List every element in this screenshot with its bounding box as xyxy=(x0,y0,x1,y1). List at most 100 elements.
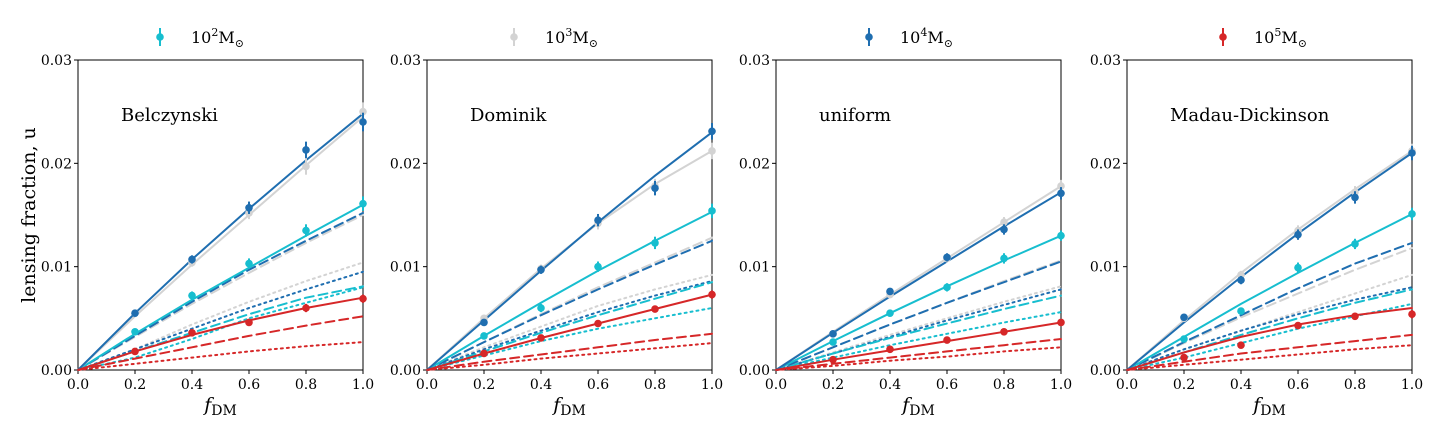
x-axis-title-sub: DM xyxy=(909,403,935,419)
data-point-1e4 xyxy=(1294,230,1302,239)
data-point-1e2 xyxy=(1180,335,1188,343)
x-tick-label: 0.0 xyxy=(416,377,438,393)
y-tick-label: 0.03 xyxy=(390,53,421,69)
y-tick-label: 0.02 xyxy=(1090,156,1121,172)
dashed-curve-1e5 xyxy=(1126,333,1413,371)
x-axis-title-main: f xyxy=(900,394,912,416)
x-tick-label: 1.0 xyxy=(1401,377,1423,393)
y-tick-label: 0.01 xyxy=(739,260,770,276)
x-axis-title-main: f xyxy=(202,394,214,416)
solid-curve-1e5 xyxy=(1126,307,1413,371)
solid-curve-1e2 xyxy=(77,203,364,371)
x-axis-title-sub: DM xyxy=(1260,403,1286,419)
data-point-1e5 xyxy=(943,336,951,344)
x-tick-label: 0.4 xyxy=(181,377,203,393)
y-tick-label: 0.03 xyxy=(1090,53,1121,69)
panel-1: 0.0 0.2 0.4 0.6 0.8 1.0 0.00 0.01 0.02 0.03 fDM Bel… xyxy=(41,53,374,419)
legend-unit: M xyxy=(1281,28,1297,47)
data-point-1e5 xyxy=(1408,310,1416,319)
data-point-1e5 xyxy=(245,318,253,327)
legend: 102M⊙ 103M⊙ 104M⊙ 105M⊙ xyxy=(156,26,1307,50)
dashed-curve-1e4 xyxy=(775,260,1062,371)
x-tick-label: 0.2 xyxy=(124,377,146,393)
legend-marker xyxy=(1219,33,1227,41)
data-point-1e5 xyxy=(188,329,196,337)
data-point-1e2 xyxy=(594,262,602,271)
data-point-1e4 xyxy=(359,118,367,126)
dotted-curve-1e2 xyxy=(775,311,1062,371)
data-point-1e5 xyxy=(537,334,545,342)
dotted-curve-1e5 xyxy=(775,346,1062,371)
y-tick-label: 0.02 xyxy=(41,156,72,172)
x-axis-title-main: f xyxy=(1251,394,1263,416)
x-tick-label: 0.6 xyxy=(1287,377,1309,393)
legend-unit: M xyxy=(927,28,943,47)
legend-exponent: 4 xyxy=(920,26,927,39)
x-tick-label: 0.8 xyxy=(295,377,317,393)
legend-label: 103M⊙ xyxy=(545,26,598,50)
y-tick-label: 0.00 xyxy=(1090,363,1121,379)
solid-curve-1e5 xyxy=(426,293,713,371)
legend-item-1e5: 105M⊙ xyxy=(1219,26,1307,50)
x-tick-label: 0.8 xyxy=(1344,377,1366,393)
y-tick-label: 0.02 xyxy=(390,156,421,172)
solid-curve-1e3 xyxy=(1126,149,1413,371)
x-tick-label: 1.0 xyxy=(1050,377,1072,393)
solid-curve-1e5 xyxy=(77,296,364,371)
y-tick-label: 0.01 xyxy=(41,260,72,276)
data-point-1e2 xyxy=(943,283,951,292)
y-tick-label: 0.00 xyxy=(41,363,72,379)
x-tick-label: 0.2 xyxy=(473,377,495,393)
data-point-1e2 xyxy=(708,207,716,215)
data-point-1e4 xyxy=(943,253,951,262)
x-tick-label: 1.0 xyxy=(701,377,723,393)
x-tick-label: 0.4 xyxy=(879,377,901,393)
dotted-curve-1e5 xyxy=(1126,344,1413,371)
data-point-1e4 xyxy=(131,309,139,317)
solid-curve-1e4 xyxy=(77,112,364,371)
x-axis-title: fDM xyxy=(202,394,237,419)
legend-unit: M xyxy=(572,28,588,47)
data-point-1e3 xyxy=(1000,218,1008,227)
data-point-1e4 xyxy=(886,287,894,296)
y-axis-title: lensing fraction, u xyxy=(18,127,40,303)
data-point-1e2 xyxy=(1351,240,1359,248)
x-tick-label: 0.6 xyxy=(587,377,609,393)
plot-frame xyxy=(775,59,1062,371)
panels: 0.0 0.2 0.4 0.6 0.8 1.00.000.010.020.03fDMBel… xyxy=(41,53,1423,419)
legend-item-1e2: 102M⊙ xyxy=(156,26,244,50)
data-point-1e4 xyxy=(1057,189,1065,198)
data-point-1e2 xyxy=(480,332,488,340)
data-point-1e2 xyxy=(1057,231,1065,240)
y-axis-title-layer: lensing fraction, u xyxy=(18,127,40,303)
data-point-1e4 xyxy=(480,318,488,327)
legend-item-1e3: 103M⊙ xyxy=(510,26,598,50)
x-axis-title-main: f xyxy=(551,394,563,416)
legend-marker xyxy=(156,33,164,41)
legend-marker xyxy=(865,33,873,41)
x-tick-label: 0.0 xyxy=(1116,377,1138,393)
legend-base: 10 xyxy=(1254,28,1274,47)
x-axis-title: fDM xyxy=(900,394,935,419)
legend-item-1e4: 104M⊙ xyxy=(865,26,953,50)
data-point-1e2 xyxy=(1237,307,1245,315)
dotted-curve-1e2 xyxy=(1126,302,1413,371)
dashed-curve-1e2 xyxy=(775,294,1062,371)
legend-sun-symbol: ⊙ xyxy=(1298,37,1307,50)
x-axis-title: fDM xyxy=(1251,394,1286,419)
dotted-curve-1e4 xyxy=(1126,286,1413,371)
data-point-1e2 xyxy=(1408,210,1416,218)
dashed-curve-1e5 xyxy=(426,332,713,371)
panel-label: Dominik xyxy=(470,105,547,126)
dashed-curve-1e5 xyxy=(775,338,1062,371)
legend-base: 10 xyxy=(545,28,565,47)
legend-exponent: 5 xyxy=(1274,26,1281,39)
x-tick-label: 0.6 xyxy=(238,377,260,393)
x-tick-label: 0.8 xyxy=(993,377,1015,393)
dashed-curve-1e5 xyxy=(77,315,364,371)
x-tick-label: 0.4 xyxy=(530,377,552,393)
data-point-1e5 xyxy=(1351,312,1359,321)
data-point-1e2 xyxy=(188,291,196,300)
data-point-1e5 xyxy=(651,305,659,313)
legend-exponent: 2 xyxy=(211,26,218,39)
